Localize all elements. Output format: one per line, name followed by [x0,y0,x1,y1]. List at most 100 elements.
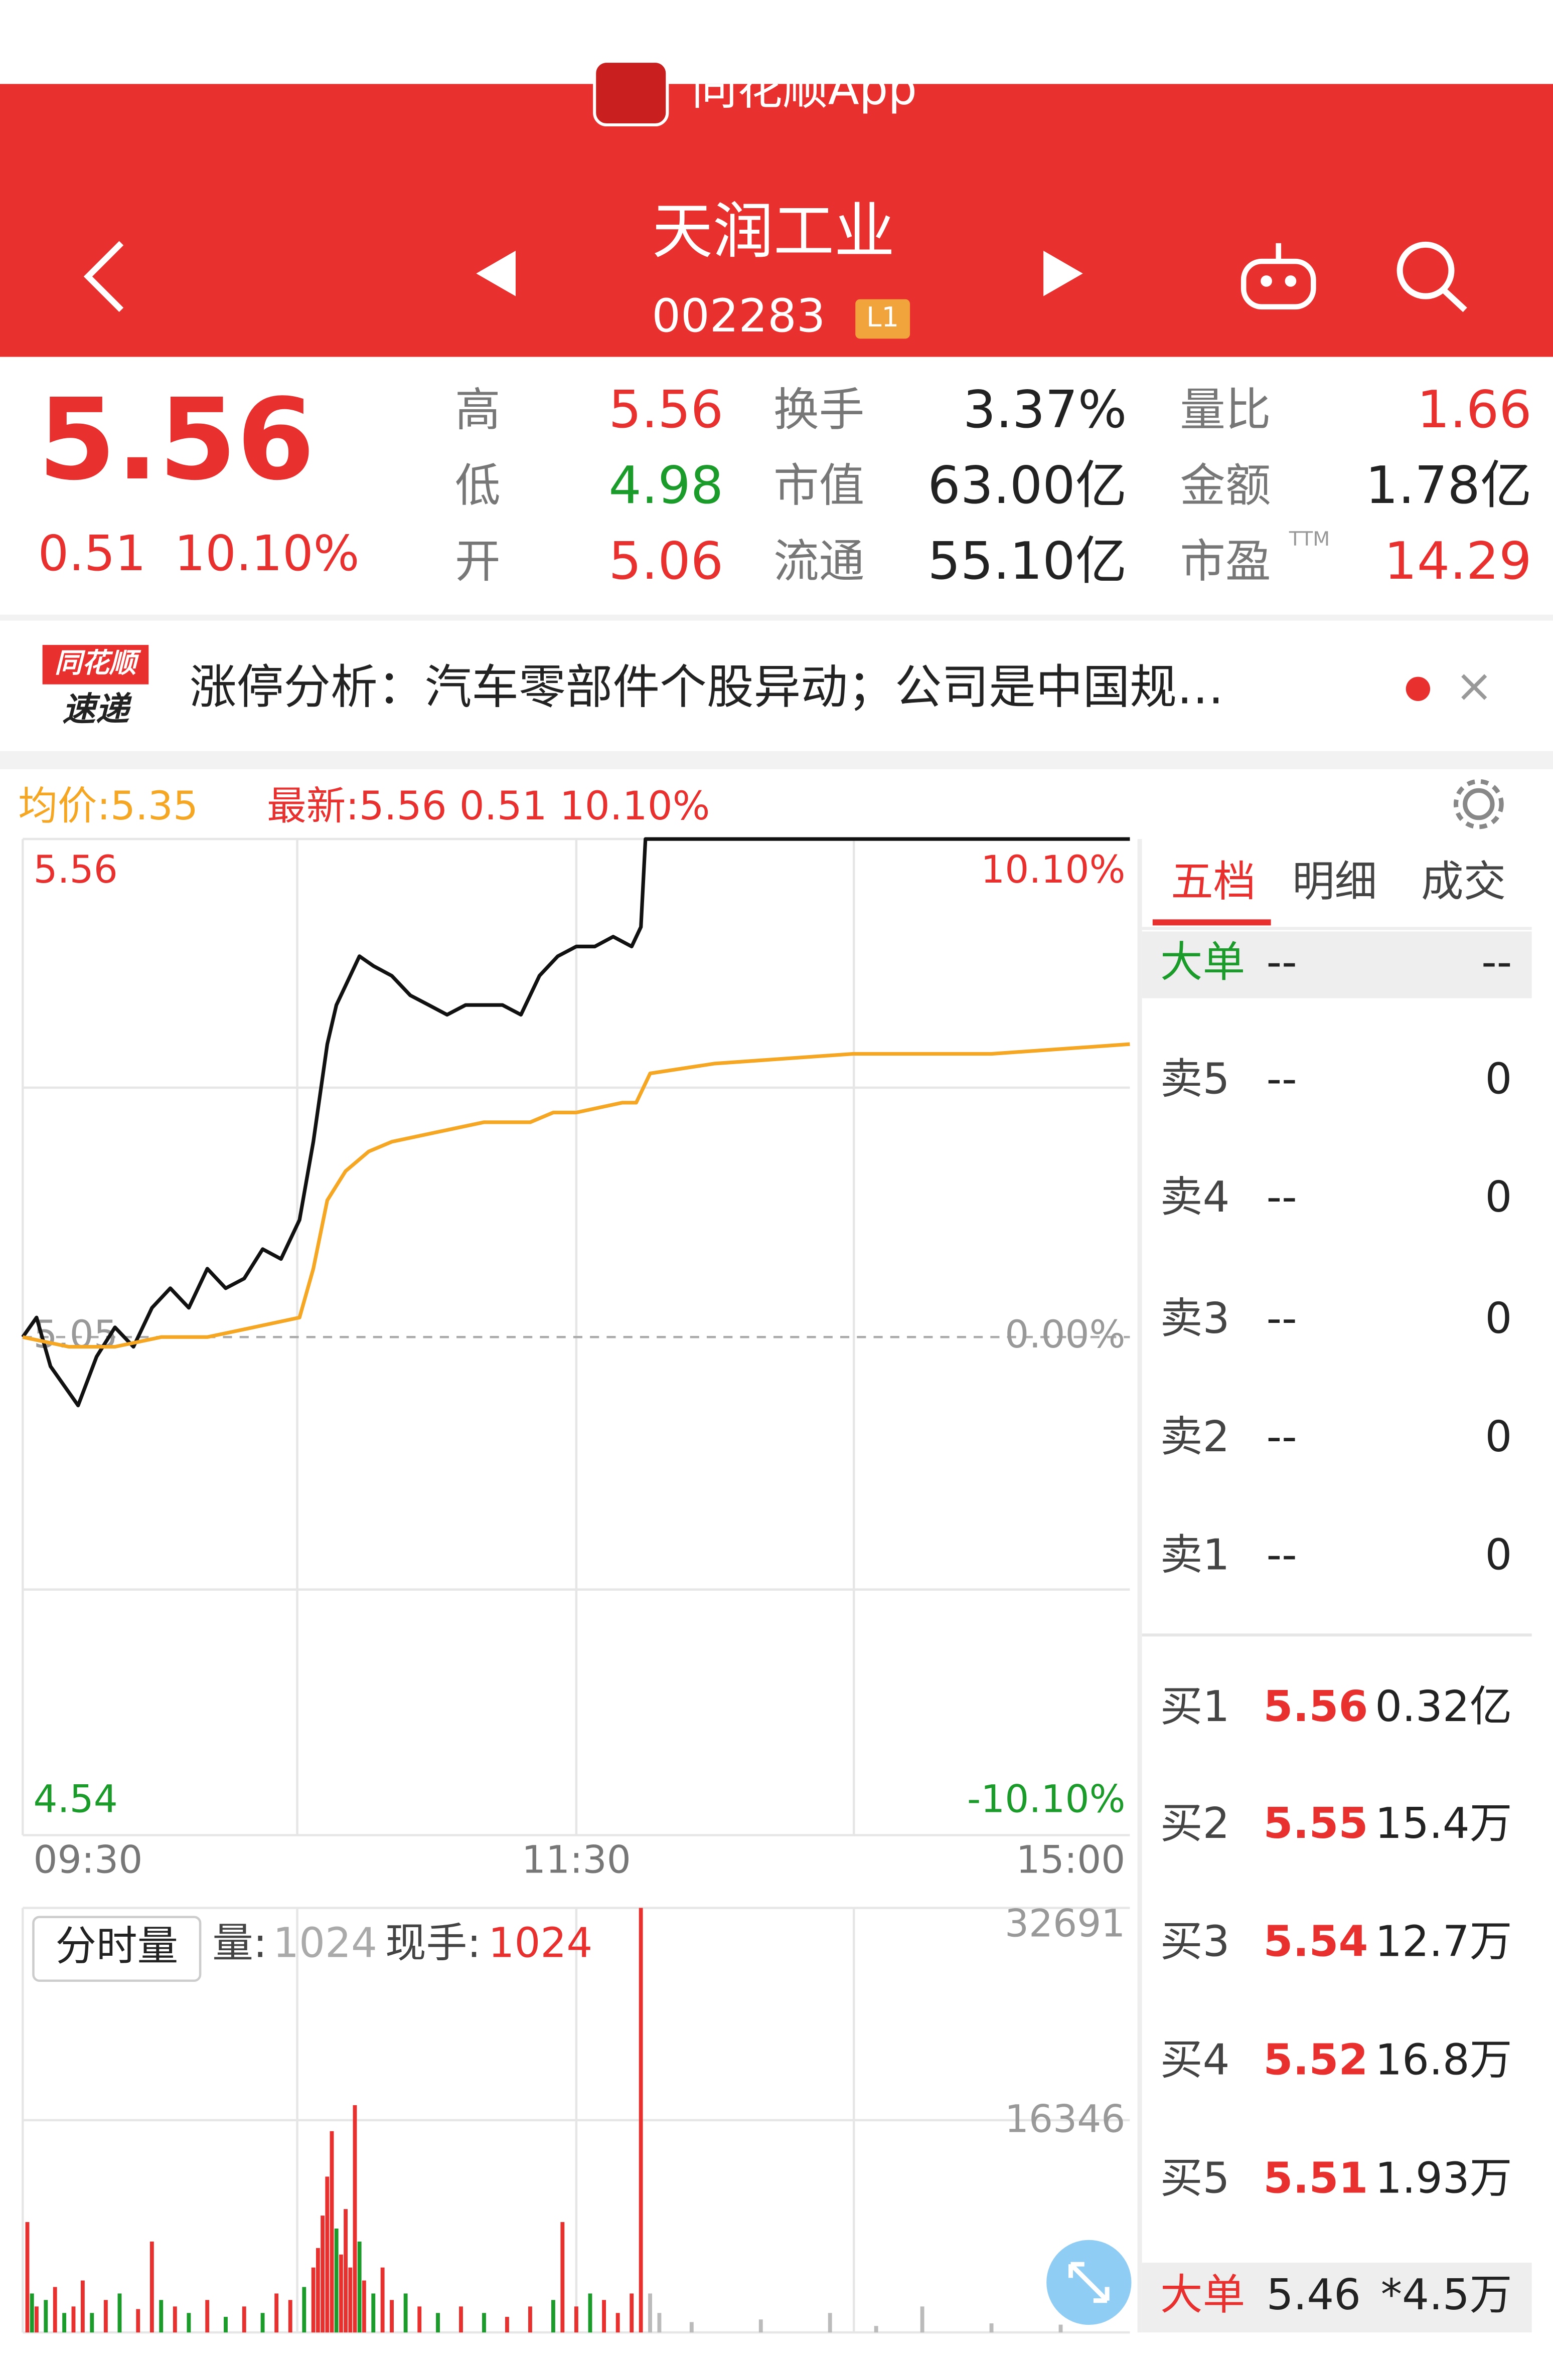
big-order-bg [1142,2263,1532,2333]
divider [0,751,1553,769]
volume-bar [80,2280,85,2333]
stat-value: 14.29 [1384,532,1531,591]
volume-bar [657,2313,662,2333]
volume-bar [90,2313,94,2333]
bid-label: 买5 [1160,2153,1230,2202]
volume-bar [362,2280,366,2333]
book-tab[interactable]: 明细 [1292,857,1377,906]
price-line [22,1042,1130,1349]
volume-bar [348,2267,353,2333]
next-stock[interactable] [1043,250,1083,296]
stat-label: 换手 [773,384,864,436]
ask-price: -- [1267,1054,1297,1103]
volume-bar [302,2287,306,2333]
volume-button[interactable] [32,1916,202,1982]
volume-bar [588,2293,592,2333]
volume-bar [159,2300,164,2333]
robot-button[interactable] [1240,243,1316,310]
volume-bar [316,2248,320,2333]
ask-label: 卖5 [1160,1054,1230,1103]
news-logo-top: 同花顺 [55,647,141,679]
settings-button[interactable] [1453,779,1504,829]
ask-volume: 0 [1485,1172,1512,1222]
news-bar[interactable]: 同花顺 速递 涨停分析：汽车零部件个股异动；公司是中国规… [42,645,1431,729]
bid-volume: 0.32亿 [1375,1681,1512,1731]
stock-name: 天润工业 [652,196,895,267]
y-tick-label: 16346 [1005,2097,1125,2141]
volume-bar [25,2222,30,2333]
volume-bar [380,2267,385,2333]
volume-bar [357,2241,362,2333]
volume-bar [334,2228,339,2333]
volume-bar [330,2131,334,2333]
news-logo [42,645,149,685]
unread-dot [1406,676,1431,701]
tab-underline [1152,919,1271,926]
y2-tick-label: 10.10% [981,847,1125,892]
hand-label: 现手: [385,1920,481,1967]
volume-bar [103,2300,108,2333]
back-button[interactable] [83,241,124,312]
big-order-label: 大单 [1160,2270,1245,2319]
bid-label: 买1 [1160,1681,1230,1731]
big-order-price: -- [1267,937,1297,986]
ask-volume: 0 [1485,1293,1512,1343]
stat-label: 开 [455,536,501,588]
stat-value: 55.10亿 [927,532,1127,591]
app-icon [593,60,669,127]
volume-bar [602,2300,606,2333]
level-badge-text: L1 [866,301,899,333]
search-button[interactable] [1396,241,1467,312]
volume-bar [630,2293,634,2333]
volume-bar [403,2293,408,2333]
volume-bar [321,2216,325,2333]
ask-label: 卖1 [1160,1530,1230,1580]
price-change: 0.51 [38,525,146,582]
stat-label: 流通 [773,536,864,588]
book-tab[interactable]: 成交 [1421,857,1506,906]
last-price: 5.56 [38,374,315,505]
bid-label: 买3 [1160,1917,1230,1966]
y-tick-label: 32691 [1005,1901,1125,1945]
stat-label: 低 [455,460,501,513]
volume-bar [528,2306,532,2333]
volume-bar [436,2313,440,2333]
vol-value: 1024 [273,1920,377,1967]
volume-bar [117,2293,122,2333]
stat-value: 4.98 [608,456,723,516]
stat-value: 1.66 [1417,380,1532,440]
bid-price: 5.56 [1264,1681,1368,1731]
stat-label: 市盈 [1180,536,1271,588]
volume-bar [187,2313,191,2333]
volume-bar [71,2306,76,2333]
volume-bar [62,2313,67,2333]
ask-label: 卖4 [1160,1172,1230,1222]
big-order-volume: *4.5万 [1381,2270,1512,2319]
news-close[interactable]: × [1455,660,1493,713]
volume-bar [311,2267,316,2333]
bid-price: 5.55 [1264,1798,1368,1848]
prev-stock[interactable] [476,250,516,296]
avg-price-label: 均价:5.35 [18,783,198,829]
volume-bar [390,2300,394,2333]
x-tick-label: 15:00 [1016,1837,1126,1882]
volume-bar [344,2209,348,2333]
hand-value: 1024 [489,1920,593,1967]
book-tab[interactable]: 五档 [1171,857,1256,906]
volume-bar [325,2176,330,2333]
volume-bar [639,1908,643,2333]
volume-bar [417,2306,422,2333]
stat-value: 5.06 [608,532,723,591]
ask-label: 卖3 [1160,1293,1230,1343]
y2-tick-label: 0.00% [1005,1312,1125,1356]
stock-code: 002283 [652,290,825,343]
stat-label: 市值 [773,460,864,513]
volume-bar [758,2319,763,2333]
price-line [21,837,1130,1408]
y-tick-label: 5.56 [34,847,118,892]
bid-price: 5.54 [1264,1917,1368,1966]
ask-volume: 0 [1485,1412,1512,1461]
stat-label: 量比 [1180,384,1271,436]
big-order-volume: -- [1481,937,1512,986]
x-tick-label: 09:30 [34,1837,143,1882]
